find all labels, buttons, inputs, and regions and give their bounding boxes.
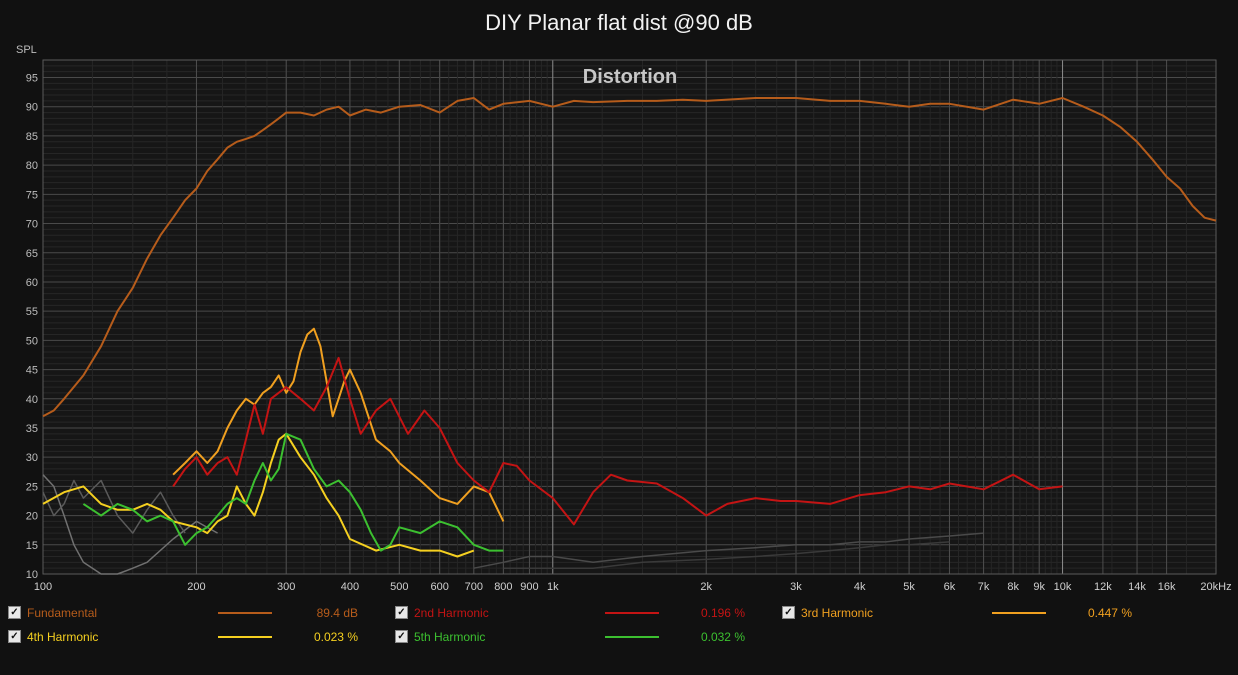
- residual-trace: [42, 474, 218, 575]
- legend-swatch: [605, 636, 659, 638]
- fundamental-line: [42, 97, 1217, 418]
- legend-label: Fundamental: [27, 606, 98, 620]
- y-tick-label: 25: [26, 481, 38, 493]
- 2nd-harmonic-line: [172, 356, 1063, 526]
- residual-trace: [473, 532, 984, 569]
- x-tick-label: 9k: [1033, 581, 1045, 593]
- plot-border: [42, 59, 1217, 575]
- legend-item-3rd-harmonic: ✓ 3rd Harmonic 0.447 %: [782, 606, 1152, 622]
- legend-label: 4th Harmonic: [27, 630, 99, 644]
- y-tick-label: 55: [26, 306, 38, 318]
- x-tick-label: 400: [341, 581, 359, 593]
- legend-label: 5th Harmonic: [414, 630, 486, 644]
- legend-value: 0.196 %: [700, 606, 745, 620]
- axes: 100 200 300 400 500 600 700 800 900 1k 2k 3k 4k 5k 6k 7…: [26, 59, 1232, 593]
- residual-trace: [503, 541, 950, 569]
- x-tick-label: 2k: [700, 581, 712, 593]
- y-tick-label: 15: [26, 540, 38, 552]
- x-tick-label: 12k: [1094, 581, 1112, 593]
- legend-value: 89.4 dB: [316, 606, 358, 620]
- legend-swatch: [605, 612, 659, 614]
- legend-label: 3rd Harmonic: [801, 606, 874, 620]
- legend-item-2nd-harmonic: ✓ 2nd Harmonic 0.196 %: [395, 606, 765, 622]
- legend-item-fundamental: ✓ Fundamental 89.4 dB: [8, 606, 378, 622]
- y-tick-label: 80: [26, 160, 38, 172]
- x-tick-label: 20kHz: [1200, 581, 1231, 593]
- y-tick-label: 20: [26, 511, 38, 523]
- x-tick-label: 8k: [1007, 581, 1019, 593]
- y-tick-label: 45: [26, 365, 38, 377]
- residual-trace: [42, 479, 186, 534]
- y-tick-label: 60: [26, 277, 38, 289]
- x-tick-label: 700: [465, 581, 483, 593]
- y-tick-label: 35: [26, 423, 38, 435]
- distortion-annotation: Distortion: [583, 66, 677, 88]
- y-tick-label: 95: [26, 73, 38, 85]
- legend-value: 0.032 %: [700, 630, 745, 644]
- x-tick-label: 100: [34, 581, 52, 593]
- x-tick-label: 1k: [547, 581, 559, 593]
- x-tick-label: 7k: [978, 581, 990, 593]
- legend-item-5th-harmonic: ✓ 5th Harmonic 0.032 %: [395, 630, 765, 646]
- checkbox-icon[interactable]: ✓: [395, 606, 408, 619]
- x-tick-label: 4k: [854, 581, 866, 593]
- y-tick-label: 10: [26, 569, 38, 581]
- y-tick-label: 65: [26, 248, 38, 260]
- x-tick-label: 10k: [1054, 581, 1072, 593]
- legend-label: 2nd Harmonic: [414, 606, 489, 620]
- x-tick-label: 3k: [790, 581, 802, 593]
- 3rd-harmonic-line: [172, 327, 505, 522]
- checkbox-icon[interactable]: ✓: [8, 630, 21, 643]
- y-tick-label: 40: [26, 394, 38, 406]
- x-tick-label: 800: [494, 581, 512, 593]
- x-tick-label: 5k: [903, 581, 915, 593]
- 5th-harmonic-line: [82, 432, 504, 552]
- y-tick-label: 90: [26, 102, 38, 114]
- y-tick-label: 70: [26, 219, 38, 231]
- y-axis-label: SPL: [16, 44, 37, 56]
- legend-value: 0.447 %: [1087, 606, 1132, 620]
- series-lines: [42, 97, 1217, 575]
- checkbox-icon[interactable]: ✓: [8, 606, 21, 619]
- x-tick-label: 600: [430, 581, 448, 593]
- legend-item-4th-harmonic: ✓ 4th Harmonic 0.023 %: [8, 630, 378, 646]
- x-tick-label: 200: [187, 581, 205, 593]
- legend-swatch: [992, 612, 1046, 614]
- chart-title: DIY Planar flat dist @90 dB: [485, 10, 753, 35]
- legend-value: 0.023 %: [313, 630, 358, 644]
- x-tick-label: 500: [390, 581, 408, 593]
- legend-swatch: [218, 612, 272, 614]
- checkbox-icon[interactable]: ✓: [395, 630, 408, 643]
- y-tick-label: 85: [26, 131, 38, 143]
- y-tick-label: 30: [26, 452, 38, 464]
- y-tick-label: 50: [26, 335, 38, 347]
- x-tick-label: 300: [277, 581, 295, 593]
- y-tick-label: 75: [26, 189, 38, 201]
- x-tick-label: 6k: [944, 581, 956, 593]
- grid: [42, 59, 1217, 575]
- legend-swatch: [218, 636, 272, 638]
- x-tick-label: 14k: [1128, 581, 1146, 593]
- x-tick-label: 900: [520, 581, 538, 593]
- x-tick-label: 16k: [1158, 581, 1176, 593]
- checkbox-icon[interactable]: ✓: [782, 606, 795, 619]
